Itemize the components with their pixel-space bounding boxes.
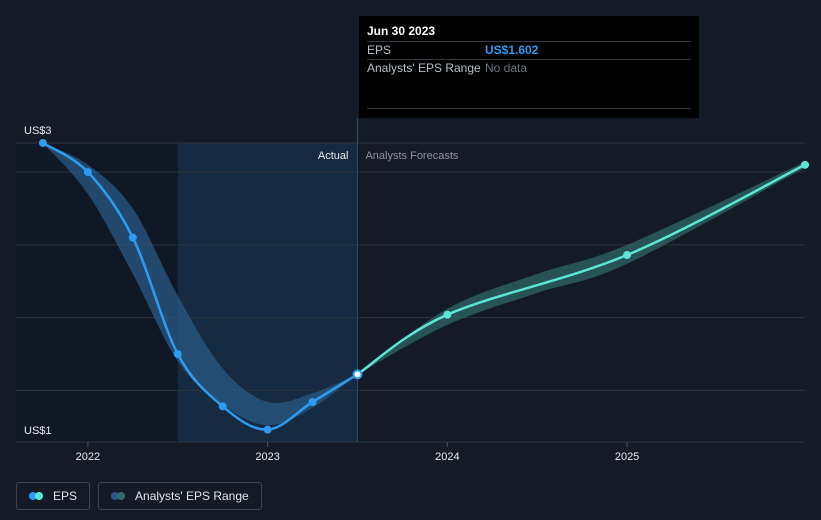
tooltip: Jun 30 2023 EPS US$1.602 Analysts' EPS R…	[359, 16, 699, 118]
past-eps-range-band	[43, 143, 358, 426]
legend-eps-label: EPS	[53, 489, 78, 503]
eps-actual-point	[308, 397, 317, 406]
eps-forecast-line	[356, 163, 806, 376]
eps-actual-point	[218, 402, 227, 411]
x-tick-label: 2024	[435, 451, 459, 463]
eps-actual-point	[352, 369, 363, 380]
tooltip-eps-value: US$1.602	[485, 43, 539, 57]
forecast-eps-range-band	[357, 161, 805, 375]
legend-eps-toggle[interactable]: EPS	[16, 482, 91, 510]
actual-label: Actual	[318, 150, 349, 162]
eps-actual-point	[173, 349, 182, 358]
tooltip-divider	[367, 108, 691, 109]
tooltip-date: Jun 30 2023	[367, 24, 436, 38]
legend-range-toggle[interactable]: Analysts' EPS Range	[98, 482, 262, 510]
eps-actual-line	[42, 141, 359, 431]
eps-actual-point	[38, 139, 47, 147]
eps-forecast-point	[801, 160, 809, 169]
eps-actual-point	[128, 233, 137, 242]
tooltip-eps-label: EPS	[367, 43, 392, 57]
eps-data-points	[38, 139, 809, 434]
gridlines	[16, 142, 805, 443]
x-tick-label: 2022	[76, 451, 100, 463]
legend-range-label: Analysts' EPS Range	[135, 489, 249, 503]
tooltip-range-row: Analysts' EPS Range No data	[367, 59, 691, 77]
legend: EPS Analysts' EPS Range	[16, 482, 262, 510]
y-axis-label-bottom: US$1	[24, 425, 52, 437]
eps-legend-icon	[29, 491, 45, 501]
x-tick-label: 2023	[255, 451, 279, 463]
eps-forecast-point	[443, 310, 452, 319]
eps-forecast-point	[623, 251, 632, 260]
range-legend-icon	[111, 491, 127, 501]
y-axis-label-top: US$3	[24, 125, 52, 137]
tooltip-eps-row: EPS US$1.602	[367, 41, 691, 59]
x-tick-label: 2025	[615, 451, 639, 463]
tooltip-range-label: Analysts' EPS Range	[367, 61, 481, 75]
analysts-forecasts-label: Analysts Forecasts	[365, 150, 458, 162]
eps-actual-point	[83, 168, 92, 177]
tooltip-range-value: No data	[485, 61, 528, 75]
x-axis: 2022 2023 2024 2025	[76, 442, 639, 463]
eps-actual-point	[263, 425, 272, 434]
actual-highlight-band	[177, 143, 358, 442]
